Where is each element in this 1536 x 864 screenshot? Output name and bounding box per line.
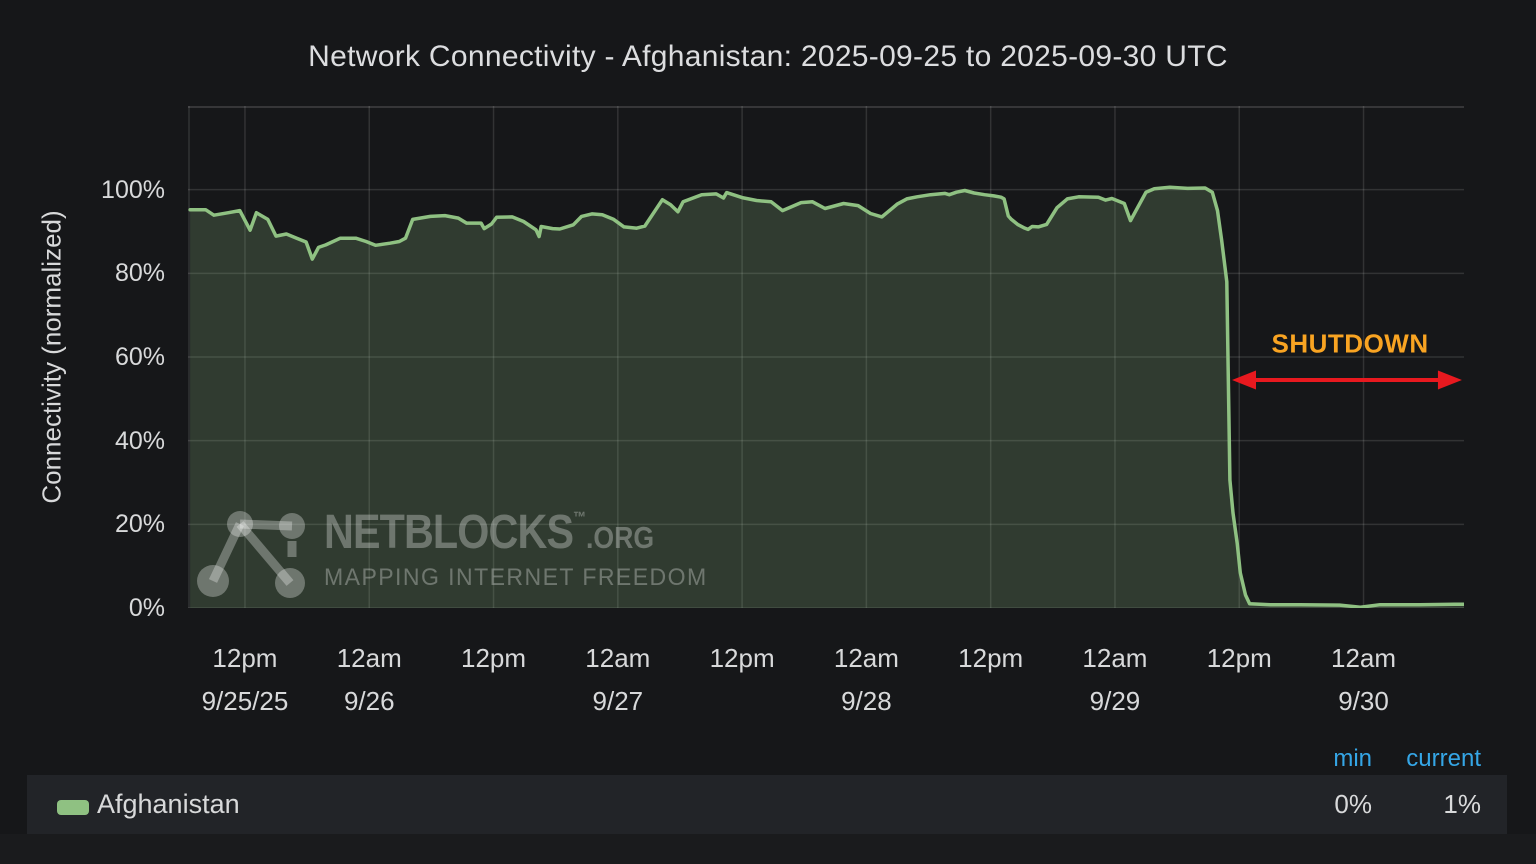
watermark-org-suffix: .ORG xyxy=(586,520,655,555)
legend-row-afghanistan[interactable]: Afghanistan 0% 1% xyxy=(27,775,1507,834)
series-color-swatch xyxy=(57,800,89,815)
watermark-brand-text: NETBLOCKS xyxy=(324,506,574,559)
netblocks-watermark: NETBLOCKS™.ORG MAPPING INTERNET FREEDOM xyxy=(196,501,724,601)
shutdown-annotation-label: SHUTDOWN xyxy=(1271,328,1429,359)
y-tick-100%: 100% xyxy=(101,175,165,204)
connectivity-chart[interactable] xyxy=(188,106,1464,608)
y-tick-40%: 40% xyxy=(114,426,165,455)
x-tick-9/30: 12am 9/30 xyxy=(1331,643,1397,716)
series-area-afghanistan xyxy=(190,187,1464,608)
y-tick-80%: 80% xyxy=(114,259,165,288)
shutdown-arrow-left-head xyxy=(1232,370,1256,390)
watermark-brand: NETBLOCKS™.ORG xyxy=(324,509,668,557)
netblocks-logo-icon xyxy=(197,511,305,598)
series-label: Afghanistan xyxy=(97,789,240,819)
y-tick-60%: 60% xyxy=(114,343,165,371)
x-tick-9/25/25: 12pm 9/25/25 xyxy=(201,643,289,716)
legend-current-value: 1% xyxy=(1443,789,1481,819)
shutdown-arrow-right-head xyxy=(1437,370,1462,390)
x-tick-12pm: 12pm xyxy=(958,643,1024,673)
y-axis-title: Connectivity (normalized) xyxy=(36,210,67,504)
x-tick-9/28: 12am 9/28 xyxy=(833,643,899,716)
x-tick-12pm: 12pm xyxy=(1206,643,1272,673)
y-tick-0%: 0% xyxy=(128,594,165,622)
x-tick-9/29: 12am 9/29 xyxy=(1082,643,1148,716)
x-tick-9/27: 12am 9/27 xyxy=(585,643,651,716)
watermark-tagline: MAPPING INTERNET FREEDOM xyxy=(324,564,708,591)
x-tick-9/26: 12am 9/26 xyxy=(336,643,402,716)
chart-title: Network Connectivity - Afghanistan: 2025… xyxy=(308,40,1228,73)
plot-area[interactable]: NETBLOCKS™.ORG MAPPING INTERNET FREEDOM … xyxy=(188,106,1464,608)
y-tick-20%: 20% xyxy=(114,510,165,539)
series-line-afghanistan xyxy=(188,185,1464,608)
panel-footer-band xyxy=(0,834,1536,864)
legend-min-value: 0% xyxy=(1334,789,1372,819)
legend-column-min[interactable]: min xyxy=(1333,745,1372,772)
x-tick-12pm: 12pm xyxy=(461,643,527,673)
legend-column-current[interactable]: current xyxy=(1406,745,1481,772)
x-tick-12pm: 12pm xyxy=(709,643,775,673)
trademark-symbol: ™ xyxy=(573,509,587,526)
